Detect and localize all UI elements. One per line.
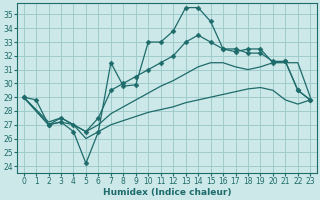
X-axis label: Humidex (Indice chaleur): Humidex (Indice chaleur) bbox=[103, 188, 231, 197]
